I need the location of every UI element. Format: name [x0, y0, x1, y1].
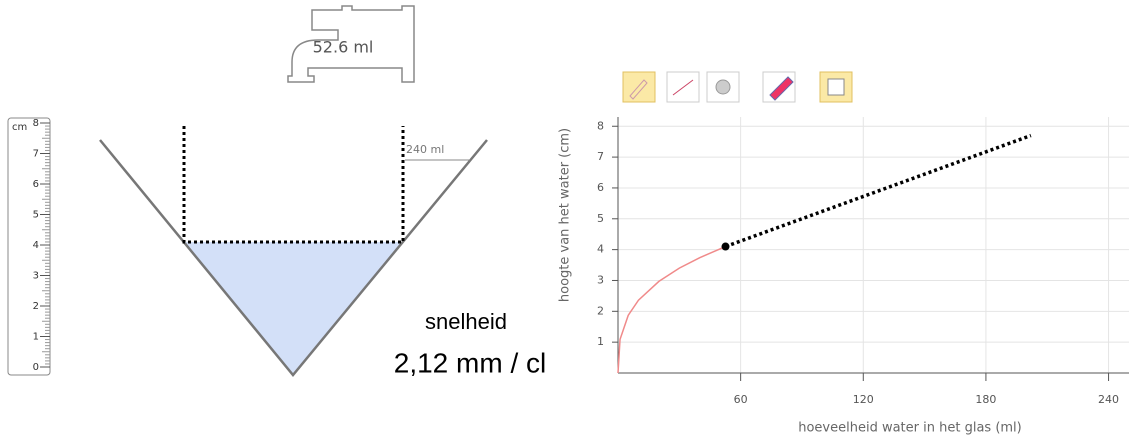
- ruler-unit: cm: [12, 122, 27, 133]
- speed-value: 2,12 mm / cl: [394, 347, 546, 378]
- y-tick-label: 8: [597, 119, 604, 132]
- tap-label: 52.6 ml: [313, 38, 374, 57]
- x-tick-label: 180: [975, 393, 996, 406]
- ruler-tick-label: 4: [33, 240, 39, 251]
- ruler-tick-label: 0: [33, 362, 39, 373]
- chart: 60 120 180 240 1 2 3 4 5 6 7 8 hoeveelheid water in …: [558, 117, 1130, 436]
- toolbar: [623, 72, 852, 102]
- y-tick-label: 5: [597, 212, 604, 225]
- screen: 52.6 ml cm 0 1 2 3 4 5 6 7 8 240 ml snelheid 2,1…: [0, 0, 1142, 443]
- ruler-tick-label: 7: [33, 149, 39, 160]
- ruler-tick-label: 1: [33, 332, 39, 343]
- x-tick-label: 120: [853, 393, 874, 406]
- point-icon: [716, 80, 730, 94]
- pencil-tool[interactable]: [623, 72, 655, 102]
- y-tick-label: 1: [597, 335, 604, 348]
- y-axis-label: hoogte van het water (cm): [558, 128, 573, 302]
- ruler-tick-label: 3: [33, 271, 39, 282]
- ruler-tick-label: 2: [33, 301, 39, 312]
- ruler-tick-label: 8: [33, 118, 39, 129]
- y-tick-label: 4: [597, 243, 604, 256]
- speed-title: snelheid: [425, 309, 507, 334]
- cylinder-outline: [184, 126, 403, 242]
- glass-label: 240 ml: [406, 143, 444, 156]
- ruler-tick-label: 5: [33, 210, 39, 221]
- y-tick-label: 3: [597, 273, 604, 286]
- x-tick-label: 240: [1098, 393, 1119, 406]
- y-tick-label: 6: [597, 181, 604, 194]
- drawn-line: [726, 136, 1031, 247]
- y-tick-label: 2: [597, 304, 604, 317]
- water: [184, 242, 402, 375]
- graph-icon: [828, 79, 844, 95]
- ruler-tick-label: 6: [33, 179, 39, 190]
- y-tick-label: 7: [597, 150, 604, 163]
- x-tick-label: 60: [734, 393, 748, 406]
- drawn-point: [722, 243, 730, 251]
- x-axis-label: hoeveelheid water in het glas (ml): [798, 421, 1022, 436]
- height-curve: [618, 247, 726, 373]
